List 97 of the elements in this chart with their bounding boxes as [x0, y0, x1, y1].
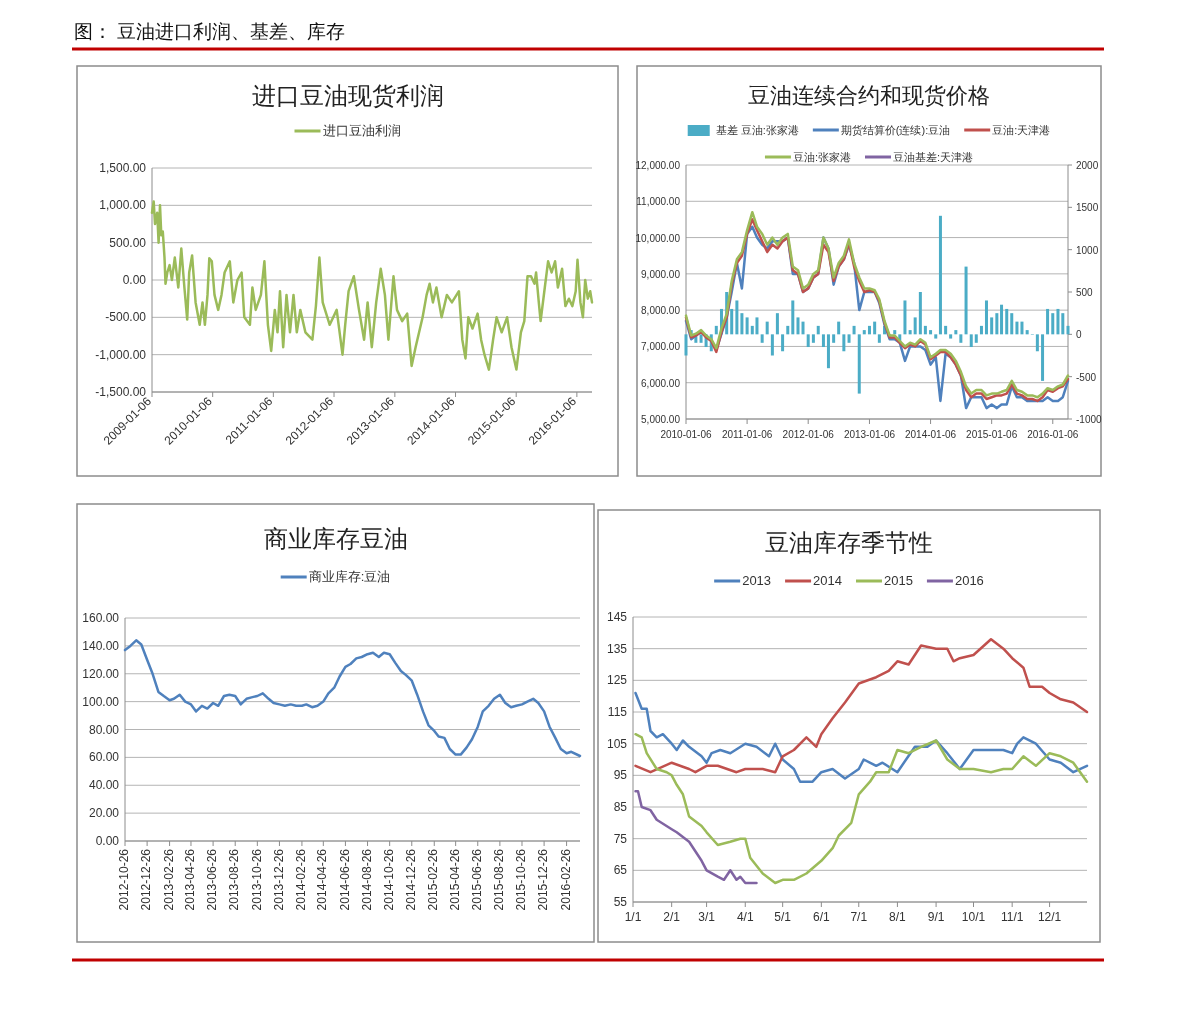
y2-tick-label: 1000 [1076, 244, 1099, 256]
x-tick-label: 2016-02-26 [558, 848, 573, 911]
x-tick-label: 12/1 [1037, 910, 1062, 924]
y-tick-label: 1,000.00 [99, 198, 147, 213]
y-tick-label: -1,500.00 [95, 385, 147, 399]
y-tick-label: 80.00 [88, 722, 120, 737]
y-tick-label: 1,500.00 [99, 161, 147, 175]
x-tick-label: 2014-12-26 [403, 848, 418, 911]
legend-label: 2015 [884, 573, 913, 588]
x-tick-label: 2014-06-26 [337, 848, 352, 911]
y-tick-label: 9,000.00 [641, 268, 681, 280]
legend-label: 豆油基差:天津港 [893, 151, 974, 163]
x-tick-label: 2015-10-26 [514, 848, 529, 911]
x-tick-label: 2014-08-26 [359, 848, 374, 911]
y-tick-label: 85 [613, 800, 628, 814]
chart-title: 商业库存豆油 [263, 525, 408, 552]
y-tick-label: 20.00 [88, 806, 120, 821]
x-tick-label: 9/1 [927, 910, 945, 924]
y2-tick-label: 0 [1076, 329, 1082, 341]
y-tick-label: 11,000.00 [636, 196, 681, 208]
legend-label: 2016 [954, 573, 984, 588]
y2-tick-label: -500 [1076, 371, 1097, 383]
legend-label: 商业库存:豆油 [308, 569, 391, 584]
y-tick-label: 5,000.00 [641, 414, 681, 425]
y-tick-label: 125 [606, 673, 628, 688]
y2-tick-label: 500 [1076, 287, 1094, 298]
legend-label: 2014 [813, 573, 842, 588]
y-tick-label: 8,000.00 [641, 305, 681, 317]
y-tick-label: 0.00 [95, 834, 120, 848]
text: 图： 豆油进口利润、基差、库存 [74, 21, 346, 42]
legend-label: 基差 豆油:张家港 [715, 124, 799, 136]
x-tick-label: 6/1 [812, 910, 830, 924]
y-tick-label: 500.00 [109, 235, 147, 250]
x-tick-label: 2014-04-26 [315, 848, 330, 911]
x-tick-label: 2012-10-26 [117, 848, 132, 911]
chart-title: 豆油连续合约和现货价格 [748, 83, 990, 108]
x-tick-label: 2015-02-26 [426, 848, 441, 911]
y-tick-label: 6,000.00 [641, 377, 681, 389]
x-tick-label: 2015-06-26 [469, 848, 484, 911]
y-tick-label: 65 [613, 863, 628, 878]
y-tick-label: 95 [613, 768, 628, 783]
x-tick-label: 2011-01-06 [721, 429, 773, 440]
y-tick-label: 140.00 [82, 638, 120, 653]
x-tick-label: 2013-04-26 [183, 848, 198, 911]
x-tick-label: 2015-12-26 [536, 848, 551, 911]
x-tick-label: 7/1 [850, 910, 868, 924]
x-tick-label: 2014-02-26 [294, 848, 309, 911]
y-tick-label: 160.00 [82, 611, 120, 625]
x-tick-label: 2013-06-26 [205, 848, 220, 911]
y2-tick-label: -1000 [1076, 414, 1103, 425]
y-tick-label: 10,000.00 [635, 232, 681, 244]
y2-tick-label: 1500 [1076, 202, 1099, 214]
y-tick-label: 55 [613, 895, 628, 909]
x-tick-label: 2016-01-06 [1027, 429, 1079, 440]
y-tick-label: 115 [607, 705, 628, 719]
y-tick-label: 40.00 [88, 778, 120, 793]
y-tick-label: 75 [613, 831, 628, 846]
y-tick-label: 105 [606, 736, 628, 751]
legend-label: 2013 [742, 573, 772, 588]
y-tick-label: 0.00 [122, 273, 147, 287]
x-tick-label: 2014-10-26 [381, 848, 396, 911]
y-tick-label: -1,000.00 [95, 347, 147, 362]
x-tick-label: 2012-01-06 [782, 429, 835, 440]
y-tick-label: 12,000.00 [635, 160, 681, 171]
x-tick-label: 2013-10-26 [249, 848, 264, 911]
x-tick-label: 1/1 [624, 910, 642, 924]
x-tick-label: 2/1 [663, 910, 681, 924]
y-tick-label: -500.00 [105, 310, 147, 325]
legend-label: 期货结算价(连续):豆油 [840, 124, 951, 136]
chart-title: 进口豆油现货利润 [251, 82, 444, 109]
y-tick-label: 7,000.00 [641, 341, 681, 353]
x-tick-label: 2014-01-06 [904, 429, 957, 440]
x-tick-label: 11/1 [1000, 910, 1024, 924]
x-tick-label: 2013-01-06 [843, 429, 896, 440]
x-tick-label: 2013-12-26 [271, 848, 286, 911]
x-tick-label: 2015-08-26 [492, 848, 507, 911]
y-tick-label: 120.00 [82, 666, 120, 681]
x-tick-label: 2013-02-26 [161, 848, 176, 911]
y-tick-label: 60.00 [88, 750, 120, 765]
x-tick-label: 5/1 [774, 910, 792, 924]
y2-tick-label: 2000 [1076, 160, 1099, 171]
x-tick-label: 2015-04-26 [447, 848, 462, 911]
x-tick-label: 2012-12-26 [139, 848, 154, 911]
x-tick-label: 4/1 [736, 910, 754, 924]
legend-label: 豆油:张家港 [792, 151, 851, 163]
x-tick-label: 2013-08-26 [227, 848, 242, 911]
y-tick-label: 135 [606, 641, 628, 656]
x-tick-label: 8/1 [889, 910, 907, 924]
chart-title: 豆油库存季节性 [765, 529, 933, 556]
legend-label: 豆油:天津港 [992, 124, 1051, 136]
y-tick-label: 100.00 [82, 694, 120, 709]
x-tick-label: 3/1 [698, 910, 716, 924]
x-tick-label: 10/1 [961, 910, 986, 924]
x-tick-label: 2010-01-06 [660, 429, 713, 440]
legend-label: 进口豆油利润 [322, 123, 401, 138]
y-tick-label: 145 [606, 610, 628, 624]
x-tick-label: 2015-01-06 [966, 429, 1018, 440]
